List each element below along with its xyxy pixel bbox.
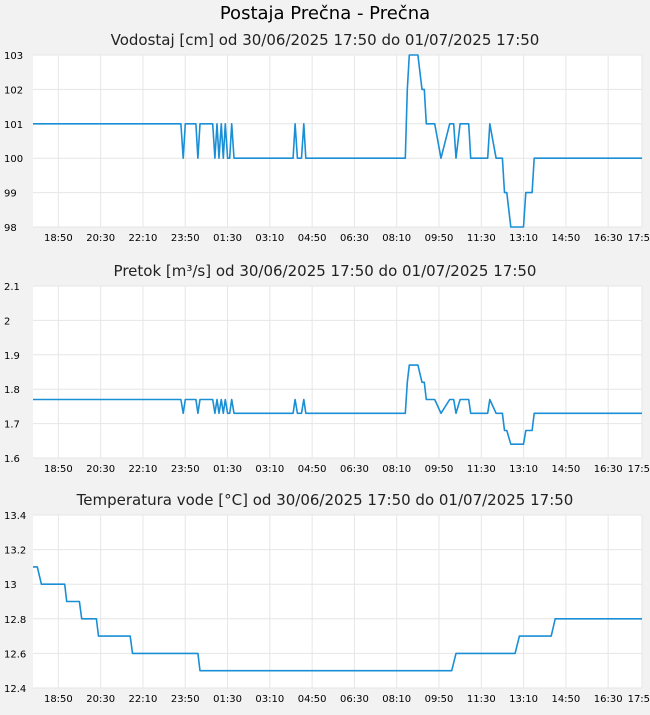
x-tick-label: 09:50 [425,233,454,244]
x-tick-label: 08:10 [382,694,411,705]
y-tick-label: 1.6 [4,454,20,465]
x-tick-label: 14:50 [551,464,580,475]
x-tick-label: 09:50 [425,464,454,475]
plot-area [33,286,642,458]
x-tick-label: 08:10 [382,464,411,475]
discharge-chart: 1.6 1.7 1.8 1.9 2 2.1 18:50 20:30 22:10 23:50 01:3… [4,282,650,475]
x-tick-label: 03:10 [255,464,284,475]
x-tick-label: 20:30 [86,464,115,475]
y-tick-label: 13.2 [4,546,26,557]
x-tick-label: 04:50 [298,233,327,244]
x-tick-label: 17:50 [628,233,650,244]
x-tick-label: 20:30 [86,694,115,705]
x-tick-label: 11:30 [467,233,496,244]
x-tick-label: 01:30 [213,694,242,705]
x-tick-label: 03:10 [255,694,284,705]
x-tick-label: 06:30 [340,694,369,705]
x-tick-label: 11:30 [467,464,496,475]
y-tick-label: 101 [4,120,23,131]
x-tick-label: 23:50 [171,233,200,244]
water-temperature-chart: 12.4 12.6 12.8 13 13.2 13.4 18:50 20:30 22:10 23:… [4,511,650,705]
y-tick-label: 1.7 [4,420,20,431]
y-tick-label: 12.6 [4,649,26,660]
x-tick-label: 13:10 [509,694,538,705]
y-tick-label: 2 [4,316,10,327]
water-level-chart: 98 99 100 101 102 103 18:50 20:30 22:10 23:50 01:3… [4,51,650,244]
y-tick-label: 13.4 [4,511,26,522]
x-tick-label: 14:50 [551,694,580,705]
x-tick-label: 17:50 [628,694,650,705]
x-tick-label: 16:30 [594,694,623,705]
x-tick-label: 23:50 [171,464,200,475]
x-tick-label: 06:30 [340,464,369,475]
y-tick-label: 103 [4,51,23,62]
plot-area [33,515,642,688]
x-tick-label: 11:30 [467,694,496,705]
x-tick-label: 13:10 [509,464,538,475]
y-tick-label: 1.8 [4,385,20,396]
chart-title-water-temperature: Temperatura vode [°C] od 30/06/2025 17:5… [76,491,574,509]
x-tick-label: 22:10 [129,464,158,475]
y-tick-label: 99 [4,189,17,200]
x-tick-label: 18:50 [44,464,73,475]
x-tick-label: 13:10 [509,233,538,244]
x-tick-label: 18:50 [44,233,73,244]
x-tick-label: 01:30 [213,464,242,475]
plot-area [33,55,642,227]
x-tick-label: 20:30 [86,233,115,244]
x-tick-label: 16:30 [594,233,623,244]
x-tick-label: 01:30 [213,233,242,244]
x-tick-label: 16:30 [594,464,623,475]
x-tick-label: 04:50 [298,464,327,475]
y-tick-label: 102 [4,85,23,96]
series-line [33,364,642,445]
x-tick-label: 14:50 [551,233,580,244]
x-tick-label: 18:50 [44,694,73,705]
y-tick-label: 98 [4,223,17,234]
page-title: Postaja Prečna - Prečna [219,3,431,24]
x-tick-label: 06:30 [340,233,369,244]
x-tick-label: 22:10 [129,694,158,705]
y-tick-label: 2.1 [4,282,20,293]
y-tick-label: 12.8 [4,615,26,626]
y-tick-label: 12.4 [4,684,26,695]
y-tick-label: 1.9 [4,351,20,362]
x-tick-label: 08:10 [382,233,411,244]
series-line [33,566,642,672]
chart-title-water-level: Vodostaj [cm] od 30/06/2025 17:50 do 01/… [110,31,540,49]
x-tick-label: 09:50 [425,694,454,705]
y-tick-label: 100 [4,154,23,165]
chart-title-discharge: Pretok [m³/s] od 30/06/2025 17:50 do 01/… [113,262,537,280]
x-tick-label: 04:50 [298,694,327,705]
x-tick-label: 17:50 [628,464,650,475]
series-line [33,54,642,228]
x-tick-label: 23:50 [171,694,200,705]
x-tick-label: 03:10 [255,233,284,244]
x-tick-label: 22:10 [129,233,158,244]
y-tick-label: 13 [4,580,17,591]
